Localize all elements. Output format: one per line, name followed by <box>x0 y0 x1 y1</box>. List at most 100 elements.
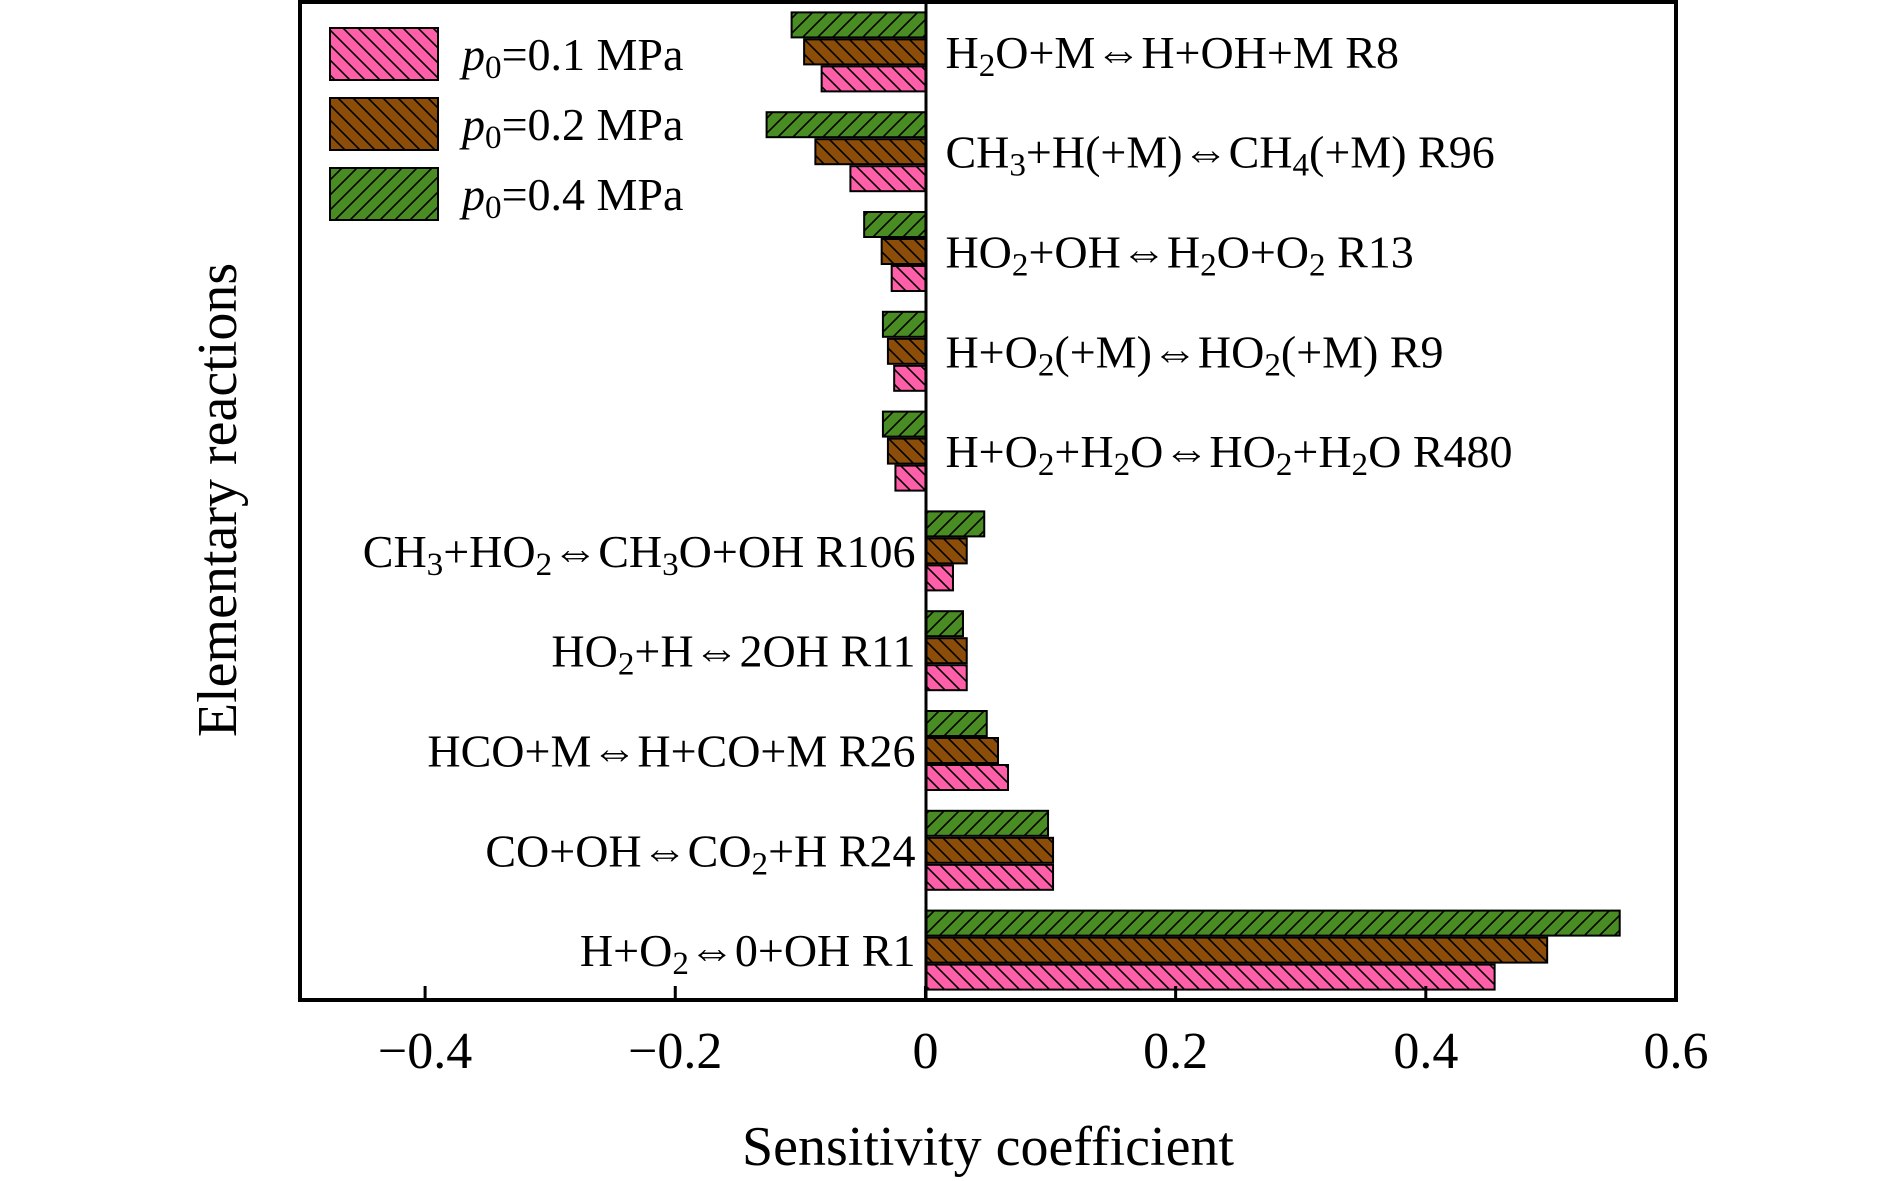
bar-hatch <box>863 211 927 238</box>
bar-hatch <box>924 637 968 665</box>
bar-r3-series2 <box>880 238 927 265</box>
bar-hatch <box>924 510 986 538</box>
bar-r6-series2 <box>924 537 968 565</box>
x-tick-label: 0 <box>912 1023 938 1080</box>
bar-hatch <box>886 337 927 365</box>
reaction-label-seg: O R480 <box>1368 426 1512 477</box>
reaction-label-seg: 2 <box>1264 347 1281 384</box>
reaction-label-seg: 4 <box>1292 147 1309 184</box>
reaction-label-seg: 2 <box>752 846 769 883</box>
reaction-label-seg: 2 <box>618 646 635 683</box>
reaction-label-seg: O+M⇔H+OH+M R8 <box>995 27 1399 78</box>
bar-hatch <box>849 165 927 193</box>
reaction-label-9: CO+OH⇔CO2+H R24 <box>485 825 915 882</box>
reaction-label-seg: CH <box>945 127 1009 178</box>
legend-label-seg: p <box>459 99 485 150</box>
reaction-label-seg: 2 <box>1352 446 1369 483</box>
bar-r6-series3 <box>924 510 986 538</box>
reaction-label-seg: 3 <box>1009 147 1026 184</box>
bar-hatch <box>814 138 927 166</box>
bar-r2-series3 <box>765 111 927 139</box>
reaction-label-seg: +H⇔2OH R11 <box>634 626 915 677</box>
bar-r10-series3 <box>924 909 1621 937</box>
reaction-label-seg: 2 <box>1309 247 1326 284</box>
bar-hatch <box>886 437 927 465</box>
bar-hatch <box>924 610 964 638</box>
bar-r9-series3 <box>924 809 1050 837</box>
bar-r4-series2 <box>886 337 927 365</box>
reaction-label-5: H+O2+H2O⇔HO2+H2O R480 <box>945 426 1512 483</box>
bar-r8-series2 <box>924 737 1000 764</box>
reaction-label-seg: 2 <box>1038 347 1055 384</box>
y-axis-title: Elementary reactions <box>187 263 249 737</box>
plot-frame <box>298 0 1678 1002</box>
legend-label-seg: 0 <box>485 119 502 156</box>
reaction-label-seg: R13 <box>1326 227 1414 278</box>
bar-r2-series2 <box>814 138 927 166</box>
bar-hatch <box>820 65 927 93</box>
bar-r10-series2 <box>924 936 1549 964</box>
reaction-label-seg: (+M)⇔HO <box>1054 326 1264 377</box>
reaction-label-seg: HO <box>551 626 617 677</box>
reaction-label-seg: 2 <box>672 945 689 982</box>
reaction-label-seg: O+O <box>1217 227 1309 278</box>
bar-r7-series2 <box>924 637 968 665</box>
x-tick-label: −0.4 <box>378 1023 472 1080</box>
reaction-label-seg: 2 <box>1038 446 1055 483</box>
reaction-label-seg: +H(+M)⇔CH <box>1026 127 1293 178</box>
bar-hatch <box>890 265 927 292</box>
legend-label: p0=0.2 MPa <box>459 99 683 156</box>
bar-r3-series3 <box>863 211 927 238</box>
bar-hatch <box>893 364 927 392</box>
reaction-label-seg: +OH⇔H <box>1028 227 1200 278</box>
reaction-label-seg: H+O <box>945 326 1037 377</box>
bar-hatch <box>924 909 1621 937</box>
reaction-label-seg: 2 <box>1114 446 1131 483</box>
x-ticks: −0.4 −0.2 0 0.2 0.4 0.6 <box>378 986 1709 1080</box>
bars-layer <box>765 11 1621 991</box>
legend-label-seg: p <box>459 169 485 220</box>
reaction-label-seg: CH <box>363 526 427 577</box>
reaction-label-seg: +H R24 <box>768 825 915 876</box>
legend-label-seg: =0.1 MPa <box>502 29 684 80</box>
legend-item-1: p0=0.1 MPa <box>329 27 683 86</box>
reaction-label-seg: ⇔CH <box>552 526 662 577</box>
legend-label-seg: 0 <box>485 49 502 86</box>
bar-r7-series3 <box>924 610 964 638</box>
bar-hatch <box>803 38 927 66</box>
bar-hatch <box>924 764 1010 791</box>
bar-hatch <box>924 963 1496 991</box>
x-tick-label: 0.6 <box>1644 1023 1709 1080</box>
bar-r9-series2 <box>924 836 1055 864</box>
reaction-label-seg: (+M) R96 <box>1309 127 1495 178</box>
reaction-label-seg: HO <box>945 227 1011 278</box>
reaction-label-seg: ⇔0+OH R1 <box>689 925 916 976</box>
reaction-label-seg: 2 <box>1012 247 1029 284</box>
bar-r8-series1 <box>924 764 1010 791</box>
bar-r5-series2 <box>886 437 927 465</box>
bar-hatch <box>924 936 1549 964</box>
bar-r8-series3 <box>924 710 988 737</box>
x-tick-label: 0.2 <box>1143 1023 1208 1080</box>
reaction-label-seg: 2 <box>1200 247 1217 284</box>
bar-hatch <box>881 310 927 338</box>
bar-r5-series3 <box>881 410 927 438</box>
legend-label: p0=0.1 MPa <box>459 29 683 86</box>
reaction-label-seg: O+OH R106 <box>679 526 916 577</box>
reaction-label-4: H+O2(+M)⇔HO2(+M) R9 <box>945 326 1443 383</box>
bar-hatch <box>924 863 1055 891</box>
legend-label-seg: p <box>459 29 485 80</box>
bar-r2-series1 <box>849 165 927 193</box>
reaction-label-seg: O⇔HO <box>1130 426 1276 477</box>
legend-swatch-hatch <box>329 97 439 151</box>
bar-hatch <box>880 238 927 265</box>
x-tick-label: 0.4 <box>1393 1023 1458 1080</box>
reaction-label-seg: 2 <box>1276 446 1293 483</box>
reaction-label-8: HCO+M⇔H+CO+M R26 <box>427 726 915 777</box>
reaction-label-seg: H+O <box>945 426 1037 477</box>
reaction-label-1: H2O+M⇔H+OH+M R8 <box>945 27 1399 84</box>
reaction-label-seg: H <box>945 27 978 78</box>
bar-hatch <box>790 11 927 39</box>
